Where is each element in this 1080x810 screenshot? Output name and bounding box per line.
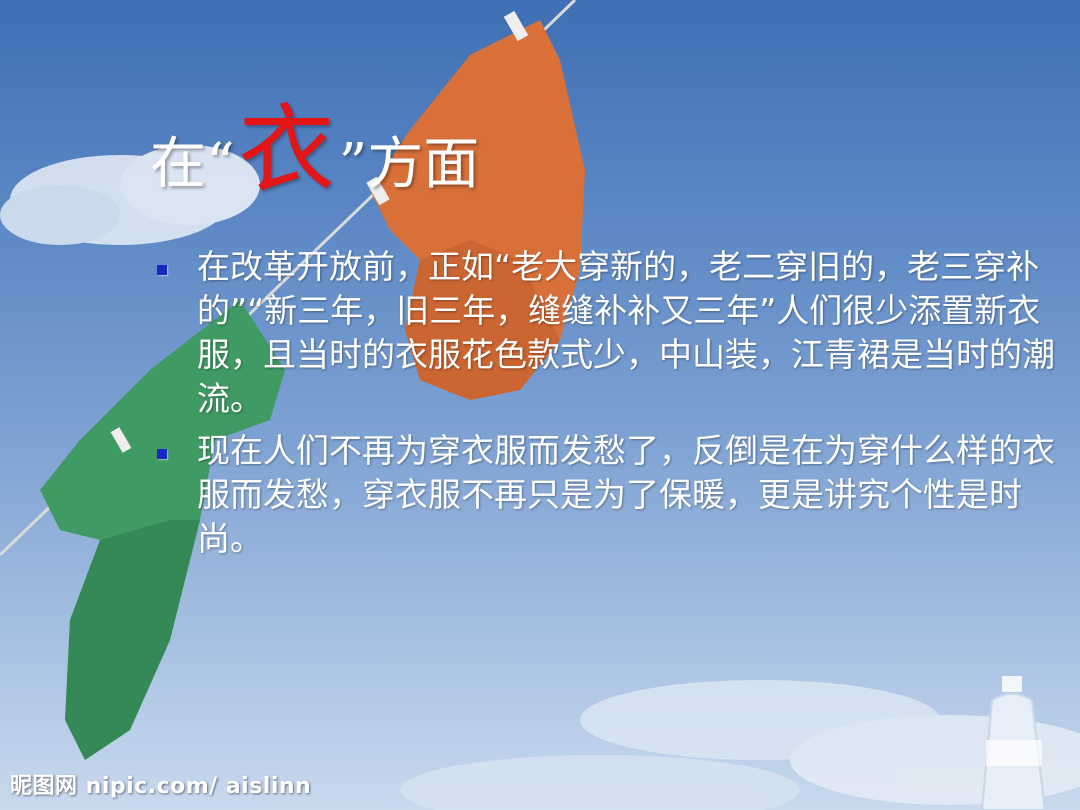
bullet-text: 现在人们不再为穿衣服而发愁了，反倒是在为穿什么样的衣服而发愁，穿衣服不再只是为了… bbox=[197, 431, 1055, 558]
green-shirt-illustration bbox=[40, 300, 285, 760]
slide-title: 在“ 衣 ”方面 bbox=[150, 95, 479, 205]
watermark: 昵图网 nipic.com/ aislinn bbox=[10, 774, 312, 799]
bullet-square-icon bbox=[157, 265, 167, 275]
bullet-square-icon bbox=[157, 449, 167, 459]
bullet-item: 现在人们不再为穿衣服而发愁了，反倒是在为穿什么样的衣服而发愁，穿衣服不再只是为了… bbox=[155, 429, 1055, 561]
water-bottle-illustration bbox=[980, 676, 1047, 810]
title-accent: 衣 bbox=[238, 94, 335, 206]
cloud-illustration bbox=[0, 145, 1080, 810]
title-suffix: ”方面 bbox=[338, 132, 480, 197]
bullet-item: 在改革开放前，正如“老大穿新的，老二穿旧的，老三穿补的”“新三年，旧三年，缝缝补… bbox=[155, 245, 1055, 421]
title-prefix: 在“ bbox=[150, 132, 235, 197]
bullet-text: 在改革开放前，正如“老大穿新的，老二穿旧的，老三穿补的”“新三年，旧三年，缝缝补… bbox=[197, 247, 1055, 418]
orange-shirt-illustration bbox=[366, 10, 585, 400]
bullet-list: 在改革开放前，正如“老大穿新的，老二穿旧的，老三穿补的”“新三年，旧三年，缝缝补… bbox=[155, 245, 1055, 569]
